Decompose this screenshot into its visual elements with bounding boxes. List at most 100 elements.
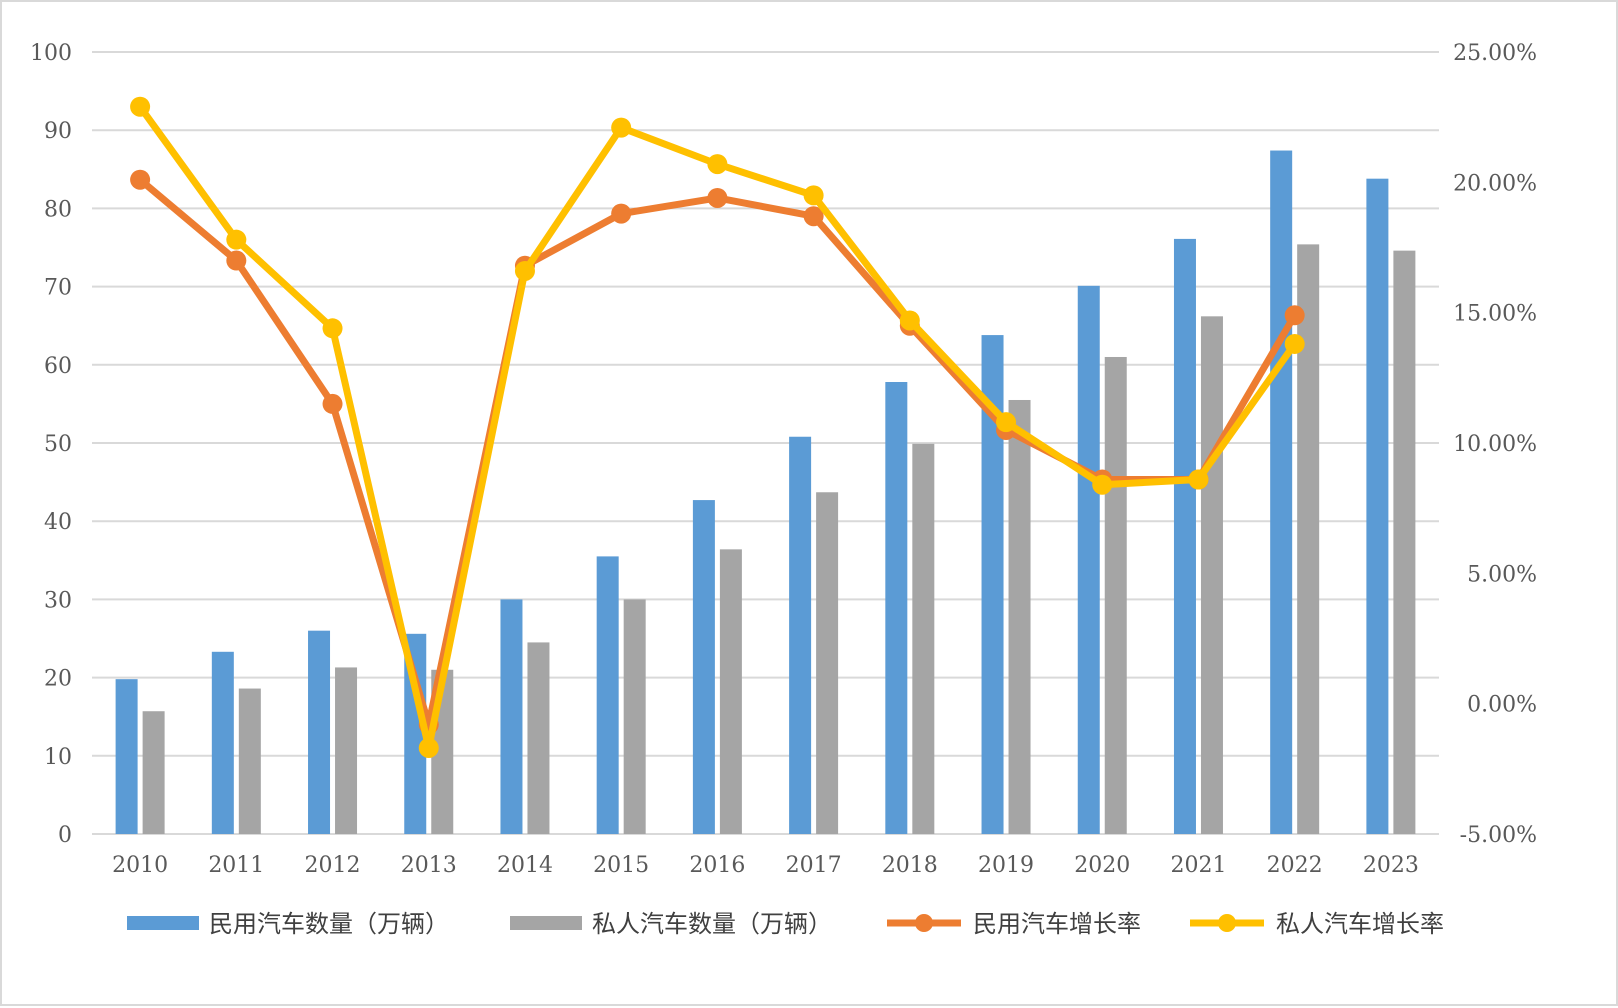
legend: 民用汽车数量（万辆） 私人汽车数量（万辆） 民用汽车增长率 私人汽车增长率 (127, 910, 1444, 938)
x-axis: 2010 2011 2012 2013 2014 2015 2016 2017 2018 2019… (112, 853, 1419, 878)
legend-marker (1218, 914, 1236, 932)
right-tick-label: -5.00% (1460, 823, 1537, 848)
bar-series-group (115, 150, 1416, 835)
left-tick-label: 100 (30, 41, 72, 66)
left-axis: 0 10 20 30 40 50 60 70 80 90 100 (30, 41, 72, 848)
bar (404, 633, 427, 834)
bar-series-1 (115, 150, 1389, 835)
right-tick-label: 20.00% (1453, 171, 1537, 196)
x-tick-label: 2013 (401, 853, 457, 878)
bar (308, 630, 331, 834)
left-tick-label: 20 (44, 667, 72, 692)
data-point (899, 310, 920, 331)
x-tick-label: 2022 (1267, 853, 1323, 878)
bar (1173, 238, 1196, 834)
legend-label: 私人汽车增长率 (1276, 910, 1444, 938)
bar (1366, 178, 1389, 834)
left-tick-label: 60 (44, 354, 72, 379)
legend-label: 民用汽车数量（万辆） (209, 910, 449, 938)
legend-item: 私人汽车增长率 (1190, 910, 1444, 938)
legend-label: 民用汽车增长率 (973, 910, 1141, 938)
data-point (611, 117, 632, 138)
line-series-2 (130, 96, 1305, 758)
bar (1393, 250, 1416, 835)
x-tick-label: 2014 (497, 853, 553, 878)
bar (238, 688, 261, 834)
data-point (707, 187, 728, 208)
data-point (1284, 333, 1305, 354)
x-tick-label: 2018 (882, 853, 938, 878)
data-point (226, 229, 247, 250)
left-tick-label: 80 (44, 197, 72, 222)
bar (335, 667, 358, 834)
bar (142, 711, 165, 834)
bar (719, 549, 742, 834)
left-tick-label: 10 (44, 745, 72, 770)
data-point (1284, 305, 1305, 326)
legend-label: 私人汽车数量（万辆） (592, 910, 832, 938)
data-point (803, 185, 824, 206)
data-point (996, 412, 1017, 433)
x-tick-label: 2011 (208, 853, 264, 878)
x-tick-label: 2016 (689, 853, 745, 878)
left-tick-label: 40 (44, 510, 72, 535)
data-point (226, 250, 247, 271)
bar (692, 500, 715, 834)
right-tick-label: 25.00% (1453, 41, 1537, 66)
data-point (803, 206, 824, 227)
right-axis: -5.00% 0.00% 5.00% 10.00% 15.00% 20.00% 25.00% (1453, 41, 1537, 848)
data-point (418, 737, 439, 758)
data-point (322, 393, 343, 414)
legend-item: 民用汽车数量（万辆） (127, 910, 449, 938)
x-tick-label: 2012 (305, 853, 361, 878)
gridlines (92, 51, 1439, 835)
line-series-1 (130, 169, 1305, 735)
left-tick-label: 90 (44, 119, 72, 144)
left-tick-label: 70 (44, 276, 72, 301)
right-tick-label: 0.00% (1467, 693, 1537, 718)
legend-marker (915, 914, 933, 932)
bar (1104, 356, 1127, 834)
x-tick-label: 2010 (112, 853, 168, 878)
x-tick-label: 2021 (1170, 853, 1226, 878)
left-tick-label: 50 (44, 432, 72, 457)
x-tick-label: 2015 (593, 853, 649, 878)
legend-item: 私人汽车数量（万辆） (510, 910, 832, 938)
legend-swatch (127, 916, 199, 930)
data-point (1188, 469, 1209, 490)
data-point (611, 203, 632, 224)
bar (596, 556, 619, 834)
bar (1008, 399, 1031, 834)
data-point (322, 318, 343, 339)
left-tick-label: 30 (44, 588, 72, 613)
x-tick-label: 2023 (1363, 853, 1419, 878)
bar (912, 443, 935, 834)
bar (1077, 285, 1100, 834)
x-tick-label: 2019 (978, 853, 1034, 878)
data-point (514, 260, 535, 281)
right-tick-label: 10.00% (1453, 432, 1537, 457)
left-tick-label: 0 (58, 823, 72, 848)
right-tick-label: 15.00% (1453, 302, 1537, 327)
bar (527, 642, 550, 834)
bar (885, 382, 908, 834)
bar (1270, 150, 1293, 835)
bar (816, 492, 839, 834)
data-point (130, 96, 151, 117)
bar (211, 651, 234, 834)
bar (1200, 316, 1223, 834)
x-tick-label: 2017 (786, 853, 842, 878)
bar (1297, 244, 1320, 834)
bar (115, 679, 138, 834)
data-point (130, 169, 151, 190)
line-series-group (130, 96, 1305, 758)
legend-swatch (510, 916, 582, 930)
x-tick-label: 2020 (1074, 853, 1130, 878)
right-tick-label: 5.00% (1467, 562, 1537, 587)
bar (500, 599, 523, 834)
bar (623, 599, 646, 834)
data-point (707, 154, 728, 175)
legend-item: 民用汽车增长率 (887, 910, 1141, 938)
